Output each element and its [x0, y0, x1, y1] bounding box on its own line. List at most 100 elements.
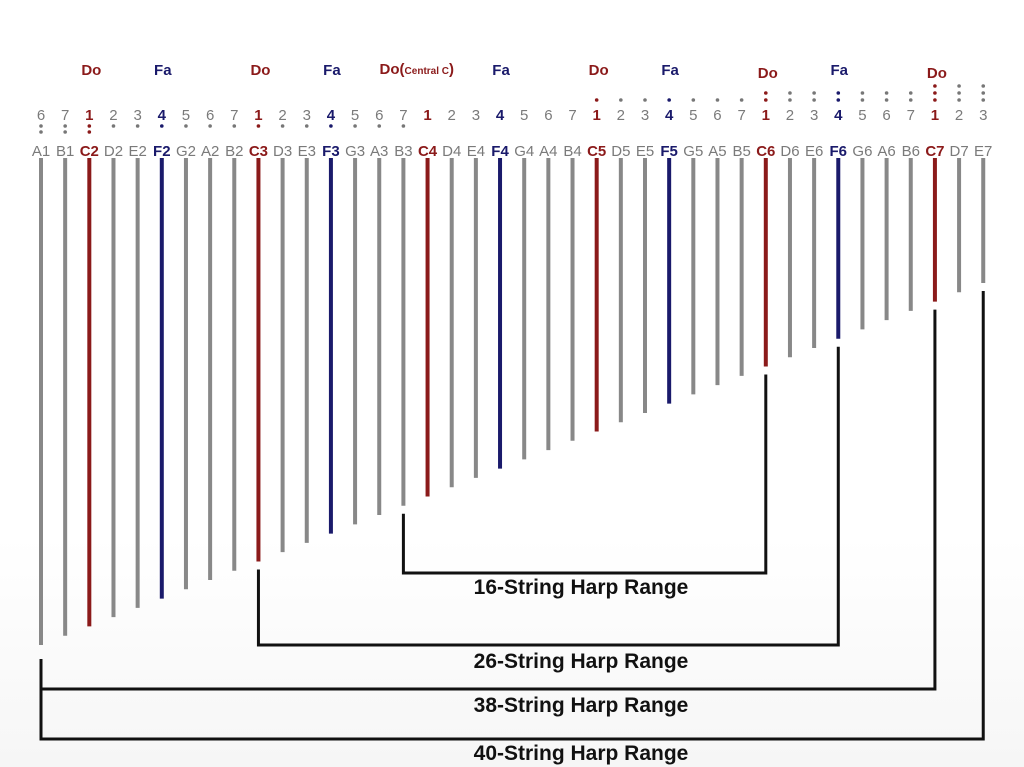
octave-dot-below [280, 124, 285, 128]
scale-degree: 2 [278, 107, 286, 124]
note-name-d7: D7 [949, 143, 968, 160]
solfege-label-fa: Fa [661, 62, 679, 79]
note-name-d5: D5 [611, 143, 630, 160]
note-name-a5: A5 [708, 143, 726, 160]
note-name-b6: B6 [902, 143, 920, 160]
octave-dot-below [160, 124, 164, 128]
scale-degree: 1 [254, 107, 262, 124]
scale-degree: 2 [786, 107, 794, 124]
octave-dot-above [981, 84, 986, 88]
solfege-label-do: Do [81, 62, 101, 79]
octave-dot-above [933, 84, 937, 88]
octave-dot-above [812, 91, 816, 95]
scale-degree: 3 [641, 107, 649, 124]
scale-degree: 2 [955, 107, 963, 124]
note-name-e2: E2 [128, 143, 146, 160]
solfege-close-paren: ) [449, 61, 454, 78]
note-name-d3: D3 [273, 143, 292, 160]
scale-degree: 2 [448, 107, 456, 124]
scale-degree: 5 [689, 107, 697, 124]
note-name-c2: C2 [80, 143, 99, 160]
octave-dot-below [39, 124, 43, 128]
scale-degree: 4 [665, 107, 674, 124]
note-name-b1: B1 [56, 143, 74, 160]
octave-dot-above [957, 91, 961, 95]
octave-dot-below [111, 124, 116, 128]
note-name-a2: A2 [201, 143, 219, 160]
range-bracket-16 [401, 374, 768, 575]
note-name-c3: C3 [249, 143, 268, 160]
octave-dot-above [739, 98, 744, 102]
octave-dot-below [304, 124, 309, 128]
scale-degree: 6 [375, 107, 383, 124]
scale-degree: 5 [351, 107, 359, 124]
note-name-c7: C7 [925, 143, 944, 160]
octave-dot-above [957, 98, 961, 102]
scale-degree: 6 [882, 107, 890, 124]
note-name-d2: D2 [104, 143, 123, 160]
octave-dot-below [377, 124, 382, 128]
scale-degree: 3 [979, 107, 987, 124]
note-name-f5: F5 [660, 143, 678, 160]
range-bracket-40 [39, 291, 985, 741]
octave-dot-above [933, 98, 937, 102]
octave-dot-below [184, 124, 188, 128]
note-name-f4: F4 [491, 143, 509, 160]
octave-dot-below [353, 124, 357, 128]
octave-dot-below [63, 130, 67, 134]
scale-degree: 2 [109, 107, 117, 124]
octave-dot-above [957, 84, 961, 88]
octave-dot-below [87, 124, 92, 128]
scale-degree: 7 [230, 107, 238, 124]
octave-dot-below [87, 130, 92, 134]
octave-dot-above [667, 98, 671, 102]
octave-dot-below [135, 124, 140, 128]
scale-degree: 2 [617, 107, 625, 124]
note-name-a6: A6 [877, 143, 895, 160]
range-bracket-26 [256, 346, 840, 647]
scale-degree: 5 [858, 107, 866, 124]
scale-degree: 4 [158, 107, 167, 124]
central-c-note: Central C [405, 66, 449, 77]
note-name-a3: A3 [370, 143, 388, 160]
scale-degree: 6 [37, 107, 45, 124]
solfege-label-do: Do [589, 62, 609, 79]
note-name-e3: E3 [298, 143, 316, 160]
note-name-f6: F6 [830, 143, 848, 160]
scale-degree: 5 [520, 107, 528, 124]
octave-dot-above [643, 98, 647, 102]
note-name-b4: B4 [563, 143, 581, 160]
octave-dot-above [860, 98, 865, 102]
note-name-d4: D4 [442, 143, 461, 160]
note-name-e7: E7 [974, 143, 992, 160]
note-name-e6: E6 [805, 143, 823, 160]
note-name-f3: F3 [322, 143, 340, 160]
octave-dot-below [39, 130, 43, 134]
note-name-c6: C6 [756, 143, 775, 160]
note-name-g6: G6 [852, 143, 872, 160]
scale-degree: 7 [399, 107, 407, 124]
octave-dot-above [884, 91, 889, 95]
scale-degree: 3 [133, 107, 141, 124]
solfege-label-do: Do [927, 65, 947, 82]
note-name-e5: E5 [636, 143, 654, 160]
scale-degree: 3 [303, 107, 311, 124]
solfege-label-fa: Fa [831, 62, 849, 79]
range-label-40: 40-String Harp Range [474, 742, 689, 765]
scale-degree: 1 [762, 107, 770, 124]
range-bracket-38 [39, 309, 937, 691]
note-name-g2: G2 [176, 143, 196, 160]
scale-degree: 7 [737, 107, 745, 124]
scale-degree: 3 [810, 107, 818, 124]
scale-degree: 1 [931, 107, 939, 124]
scale-degree: 6 [206, 107, 214, 124]
note-name-b2: B2 [225, 143, 243, 160]
note-name-g5: G5 [683, 143, 703, 160]
solfege-label-do: Do [758, 65, 778, 82]
octave-dot-above [884, 98, 889, 102]
octave-dot-above [908, 98, 913, 102]
scale-degree: 1 [423, 107, 431, 124]
scale-degree: 4 [496, 107, 505, 124]
octave-dot-above [981, 91, 986, 95]
